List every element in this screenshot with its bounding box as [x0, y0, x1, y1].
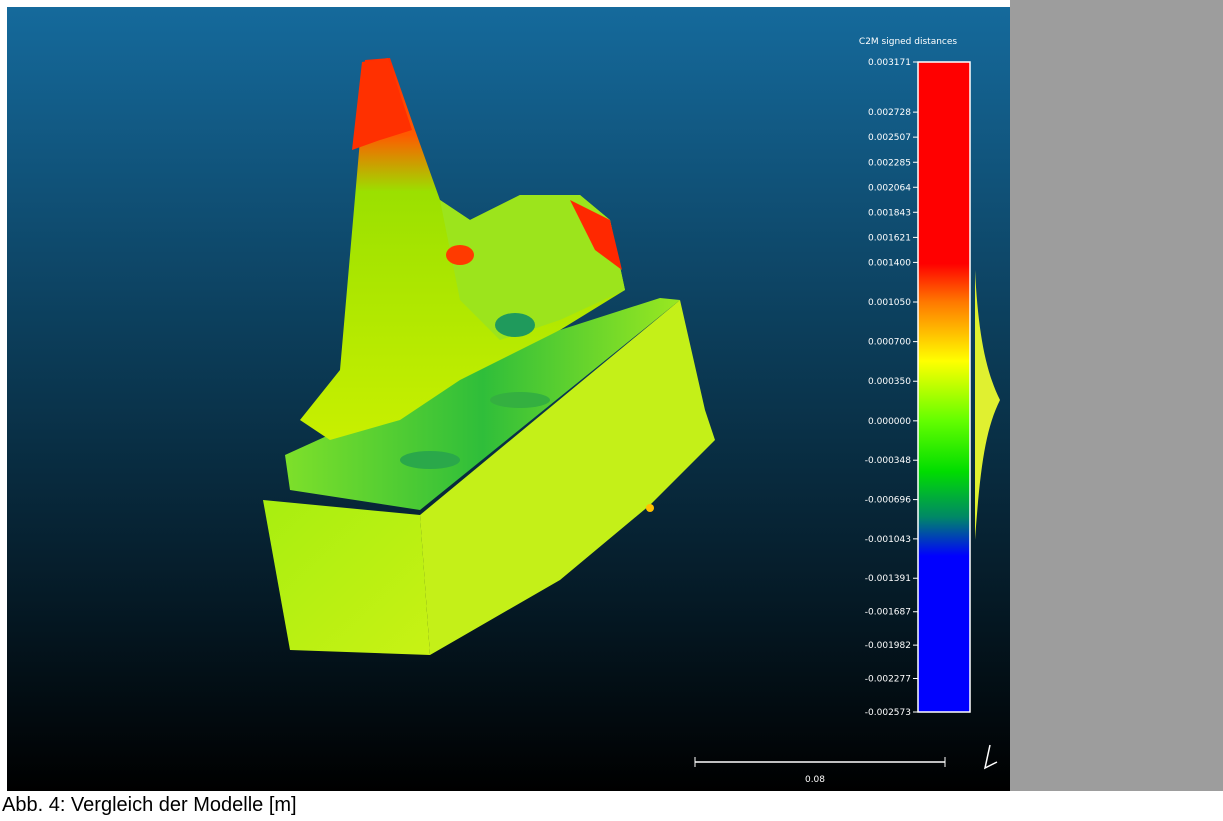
scale-tick-label: 0.001050 [868, 298, 911, 308]
caption: Abb. 4: Vergleich der Modelle [m] [2, 794, 297, 817]
scale-tick-label: 0.002064 [868, 183, 911, 193]
scale-tick-label: 0.000350 [868, 377, 911, 387]
gray-margin [1010, 0, 1223, 791]
scale-tick-label: 0.002728 [868, 108, 911, 118]
scale-tick-label: -0.001043 [865, 535, 911, 545]
color-scale [918, 62, 970, 712]
scale-title: C2M signed distances [859, 37, 957, 47]
page: {"viewer": { "scale": { "title": "C2M si… [0, 0, 1223, 821]
scale-tick-label: 0.001400 [868, 258, 911, 268]
scale-tick-label: 0.003171 [868, 58, 911, 68]
scale-tick-label: 0.001843 [868, 208, 911, 218]
3d-viewport: C2M signed distances 0.003171 0.002728 0.0… [0, 0, 1010, 791]
scale-bar-label: 0.08 [805, 775, 825, 785]
scale-tick-label: -0.002573 [865, 708, 911, 718]
scale-tick-label: -0.000696 [865, 496, 911, 506]
scale-tick-label: -0.001687 [865, 608, 911, 618]
scale-tick-label: -0.002277 [865, 675, 911, 685]
scale-tick-label: -0.000348 [865, 456, 911, 466]
scale-tick-label: -0.001982 [865, 641, 911, 651]
scale-tick-label: 0.000700 [868, 338, 911, 348]
scale-tick-label: 0.000000 [868, 417, 911, 427]
scale-tick-label: 0.002507 [868, 133, 911, 143]
scale-tick-label: 0.001621 [868, 233, 911, 243]
scale-tick-label: 0.002285 [868, 158, 911, 168]
scale-tick-label: -0.001391 [865, 574, 911, 584]
